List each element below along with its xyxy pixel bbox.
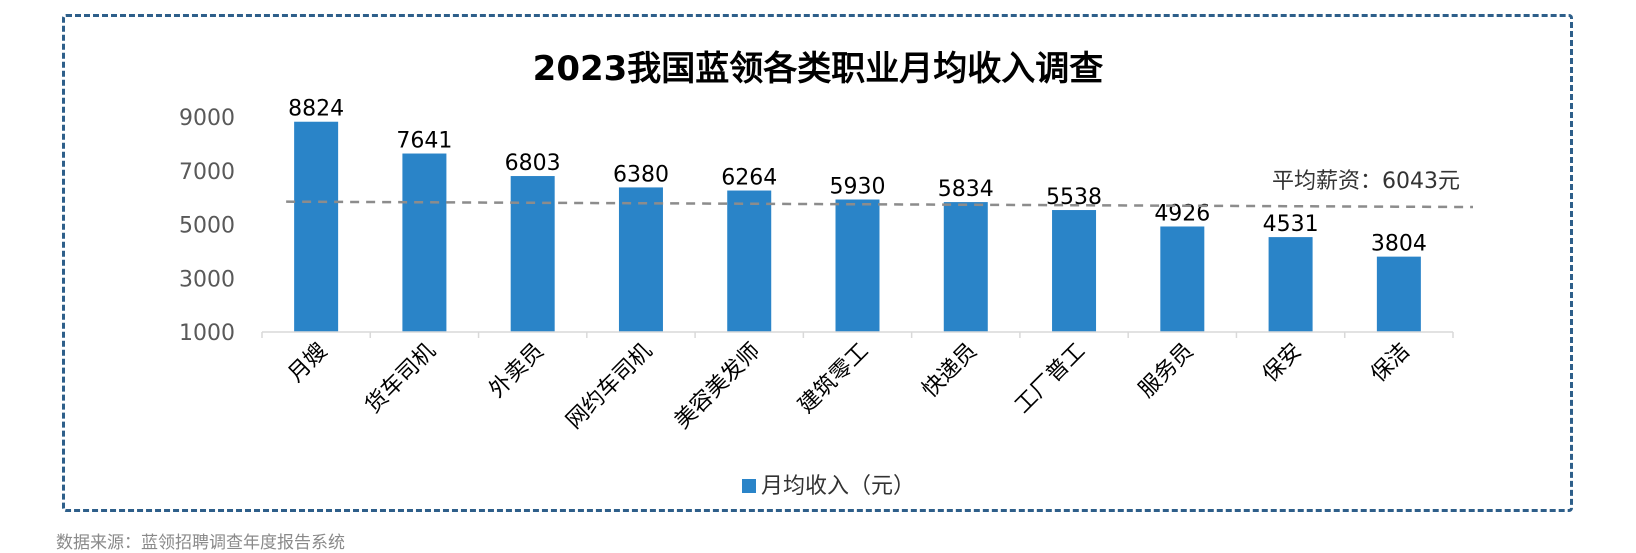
- chart-frame: [62, 14, 1573, 512]
- data-label: 8824: [288, 97, 344, 122]
- source-note: 数据来源：蓝领招聘调查年度报告系统: [56, 533, 345, 553]
- x-tick-label: 工厂普工: [1010, 339, 1090, 419]
- data-label: 4531: [1263, 212, 1319, 237]
- y-tick-label: 9000: [179, 106, 235, 131]
- bar: [835, 199, 880, 332]
- y-tick-label: 3000: [179, 267, 235, 292]
- x-tick-label: 外卖员: [485, 339, 549, 403]
- legend: 月均收入（元）: [742, 474, 915, 499]
- data-label: 6803: [505, 151, 561, 176]
- y-axis-ticks: 9000 7000 5000 3000 1000: [179, 106, 235, 346]
- legend-label: 月均收入（元）: [761, 474, 915, 499]
- legend-swatch: [742, 479, 756, 493]
- data-label: 3804: [1371, 232, 1427, 257]
- x-tick-label: 美容美发师: [670, 339, 765, 434]
- x-tick-label: 货车司机: [361, 339, 441, 419]
- x-tick-label: 服务员: [1134, 339, 1198, 403]
- bar: [618, 187, 663, 332]
- x-axis-ticks: 月嫂 货车司机 外卖员 网约车司机 美容美发师 建筑零工 快递员 工厂普工 服务员 保安 保洁: [261, 332, 1454, 434]
- bar: [510, 176, 555, 332]
- y-tick-label: 7000: [179, 160, 235, 185]
- data-label: 5834: [938, 177, 994, 202]
- x-tick-label: 月嫂: [284, 339, 333, 388]
- x-tick-label: 建筑零工: [794, 339, 874, 419]
- average-line: [286, 200, 1474, 209]
- data-label: 6380: [613, 162, 669, 187]
- bar: [294, 121, 339, 332]
- y-tick-label: 1000: [179, 321, 235, 346]
- y-tick-label: 5000: [179, 214, 235, 239]
- bar: [727, 190, 772, 332]
- chart-title: 2023我国蓝领各类职业月均收入调查: [533, 49, 1104, 89]
- data-label: 6264: [721, 166, 777, 191]
- bar-chart: 2023我国蓝领各类职业月均收入调查 90007000500030001000 …: [179, 49, 1474, 499]
- average-label: 平均薪资：6043元: [1272, 169, 1460, 194]
- bar: [1052, 210, 1097, 332]
- x-tick-label: 网约车司机: [562, 339, 657, 434]
- data-label: 7641: [396, 129, 452, 154]
- bar: [1160, 226, 1205, 332]
- x-tick-label: 快递员: [918, 339, 982, 403]
- bar: [402, 153, 447, 332]
- bar: [943, 202, 988, 332]
- bar: [1376, 256, 1421, 332]
- x-tick-label: 保洁: [1366, 339, 1415, 388]
- bar: [1268, 237, 1313, 332]
- data-label: 5930: [830, 175, 886, 200]
- x-tick-label: 保安: [1258, 339, 1307, 388]
